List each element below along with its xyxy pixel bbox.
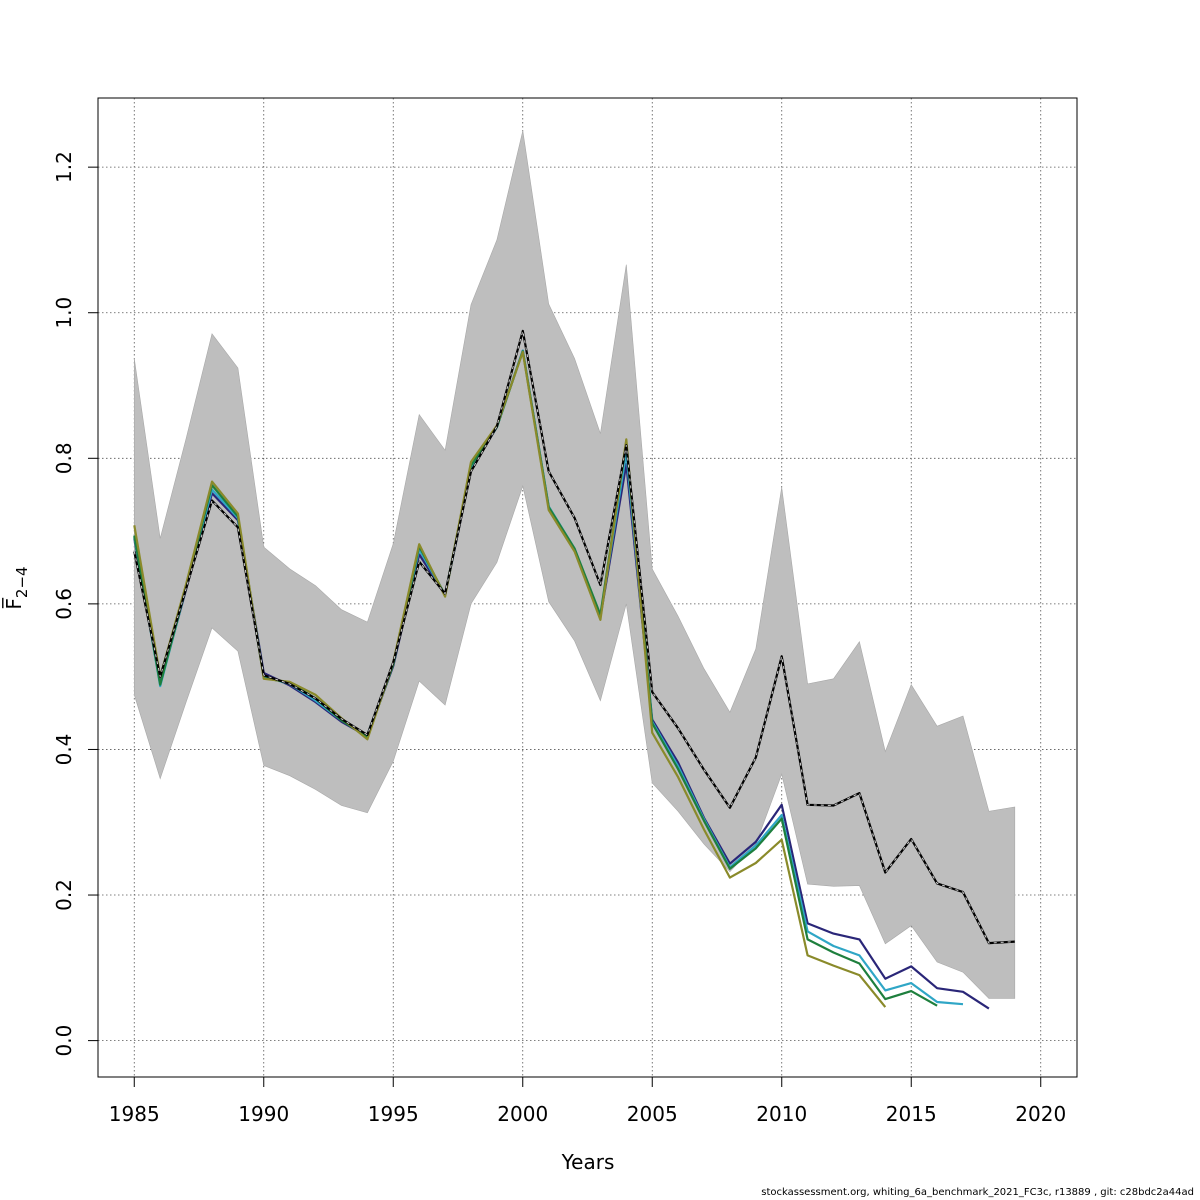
y-axis-label-subscript: 2−4 — [13, 566, 31, 598]
x-tick-label-1: 1990 — [238, 1102, 289, 1126]
confidence-band — [134, 130, 1016, 999]
y-tick-label-6: 1.2 — [52, 151, 76, 183]
y-tick-label-1: 0.2 — [52, 879, 76, 911]
y-axis-label: F̅2−4 — [1, 566, 31, 609]
y-tick-label-0: 0.0 — [52, 1025, 76, 1057]
footer-note: stockassessment.org, whiting_6a_benchmar… — [761, 1187, 1194, 1198]
x-tick-label-6: 2015 — [886, 1102, 937, 1126]
series-line-0 — [133, 329, 1015, 945]
x-tick-label-3: 2000 — [497, 1102, 548, 1126]
y-tick-label-2: 0.4 — [52, 734, 76, 766]
x-tick-label-7: 2020 — [1015, 1102, 1066, 1126]
series-lines — [133, 329, 1015, 1010]
x-tick-label-4: 2005 — [627, 1102, 678, 1126]
y-tick-label-3: 0.6 — [52, 588, 76, 620]
x-tick-label-2: 1995 — [368, 1102, 419, 1126]
y-tick-label-5: 1.0 — [52, 297, 76, 329]
y-axis-label-main: F̅ — [1, 597, 26, 610]
x-axis-label: Years — [561, 1150, 615, 1174]
x-axis: 1985 1990 1995 2000 2005 2010 2015 2020 — [109, 1076, 1066, 1126]
y-tick-label-4: 0.8 — [52, 442, 76, 474]
y-axis: 0.0 0.2 0.4 0.6 0.8 1.0 1.2 — [52, 151, 99, 1057]
x-tick-label-0: 1985 — [109, 1102, 160, 1126]
x-tick-label-5: 2010 — [756, 1102, 807, 1126]
